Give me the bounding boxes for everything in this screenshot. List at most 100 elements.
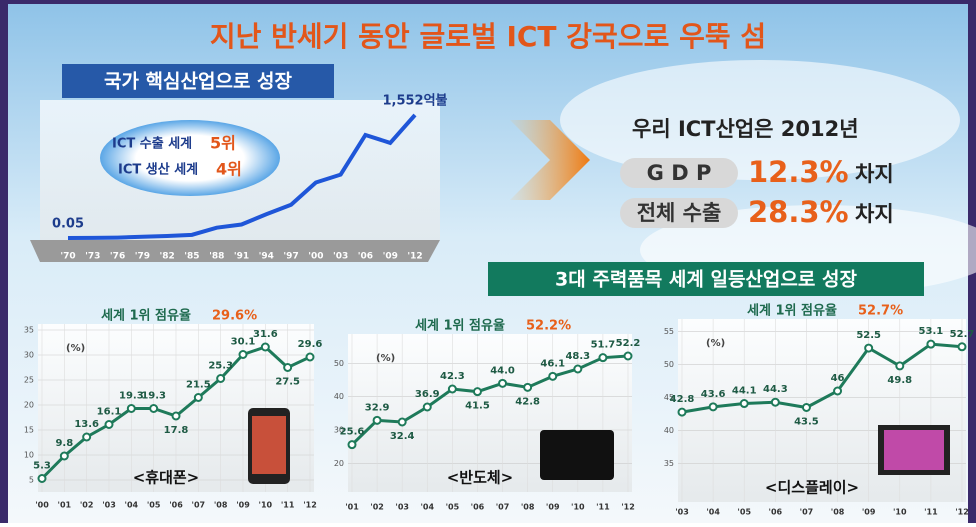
x-tick-label: '06 xyxy=(169,501,183,510)
x-tick-label: '04 xyxy=(420,503,434,512)
x-tick-label: '05 xyxy=(446,503,460,512)
data-point xyxy=(679,409,686,416)
data-point xyxy=(262,344,269,351)
chart-title: 세계 1위 점유율 xyxy=(101,308,191,324)
data-point xyxy=(741,400,748,407)
data-point xyxy=(150,405,157,412)
data-point xyxy=(83,434,90,441)
x-tick-label: '03 xyxy=(333,252,348,262)
x-tick-label: '03 xyxy=(675,508,689,517)
data-label: 16.1 xyxy=(97,407,122,418)
x-tick-label: '08 xyxy=(831,508,845,517)
data-label: 32.9 xyxy=(365,402,390,413)
data-point xyxy=(599,354,606,361)
data-point xyxy=(574,366,581,373)
x-tick-label: '06 xyxy=(769,508,783,517)
x-tick-label: '11 xyxy=(596,503,610,512)
data-point xyxy=(803,404,810,411)
data-point xyxy=(374,417,381,424)
section-title: 국가 핵심산업으로 성장 xyxy=(104,71,293,93)
data-point xyxy=(399,419,406,426)
x-tick-label: '05 xyxy=(147,501,161,510)
data-label: 53.1 xyxy=(919,326,944,337)
unit-label: (%) xyxy=(706,338,725,349)
x-tick-label: '03 xyxy=(395,503,409,512)
x-tick-label: '79 xyxy=(135,252,150,262)
summary-suffix: 차지 xyxy=(855,162,894,186)
chart-caption: <반도체> xyxy=(447,469,514,487)
data-label: 43.6 xyxy=(701,389,726,400)
x-tick-label: '06 xyxy=(358,252,373,262)
y-tick-label: 20 xyxy=(24,401,34,410)
y-tick-label: 50 xyxy=(664,360,674,369)
data-point xyxy=(173,413,180,420)
y-tick-label: 35 xyxy=(664,459,674,468)
ranking-label: ICT 생산 세계 xyxy=(118,162,198,178)
x-tick-label: '12 xyxy=(955,508,969,517)
y-tick-label: 25 xyxy=(24,376,34,385)
data-point xyxy=(106,421,113,428)
data-label: 1,552억불 xyxy=(382,94,447,109)
x-tick-label: '08 xyxy=(214,501,228,510)
x-tick-label: '05 xyxy=(737,508,751,517)
data-point xyxy=(625,353,632,360)
x-tick-label: '12 xyxy=(407,252,422,262)
summary-value: 12.3% xyxy=(748,155,849,189)
data-label: 52.7 xyxy=(950,329,975,340)
data-label: 17.8 xyxy=(164,425,189,436)
data-point xyxy=(896,362,903,369)
data-point xyxy=(307,354,314,361)
data-point xyxy=(524,384,531,391)
x-tick-label: '85 xyxy=(184,252,199,262)
x-tick-label: '06 xyxy=(471,503,485,512)
summary-heading: 우리 ICT산업은 2012년 xyxy=(632,117,859,141)
data-label: 36.9 xyxy=(415,389,440,400)
data-point xyxy=(61,453,68,460)
data-label: 31.6 xyxy=(253,329,278,340)
summary-value: 28.3% xyxy=(748,195,849,229)
data-label: 44.0 xyxy=(490,365,515,376)
data-label: 0.05 xyxy=(52,216,84,231)
summary-suffix: 차지 xyxy=(855,202,894,226)
data-point xyxy=(128,405,135,412)
y-tick-label: 5 xyxy=(29,476,34,485)
data-point xyxy=(424,404,431,411)
chart-title-highlight: 52.7% xyxy=(858,304,903,319)
y-tick-label: 20 xyxy=(334,459,344,468)
data-label: 25.3 xyxy=(208,361,233,372)
x-tick-label: '10 xyxy=(259,501,273,510)
data-point xyxy=(349,441,356,448)
data-label: 25.6 xyxy=(340,427,365,438)
x-tick-label: '01 xyxy=(345,503,359,512)
chart-title: 세계 1위 점유율 xyxy=(747,303,837,319)
data-label: 29.6 xyxy=(298,339,323,350)
data-point xyxy=(499,380,506,387)
x-tick-label: '07 xyxy=(496,503,510,512)
page-title: 지난 반세기 동안 글로벌 ICT 강국으로 우뚝 섬 xyxy=(210,20,766,53)
x-tick-label: '11 xyxy=(924,508,938,517)
section-title: 3대 주력품목 세계 일등산업으로 성장 xyxy=(555,269,857,291)
data-point xyxy=(284,364,291,371)
data-label: 48.3 xyxy=(565,351,590,362)
data-label: 42.8 xyxy=(515,396,540,407)
y-tick-label: 55 xyxy=(664,327,674,336)
x-tick-label: '11 xyxy=(281,501,295,510)
x-tick-label: '00 xyxy=(35,501,49,510)
x-tick-label: '03 xyxy=(102,501,116,510)
y-tick-label: 10 xyxy=(24,451,34,460)
data-point xyxy=(927,341,934,348)
x-tick-label: '09 xyxy=(546,503,560,512)
data-point xyxy=(195,394,202,401)
monitor-screen xyxy=(884,430,944,470)
x-tick-label: '04 xyxy=(706,508,720,517)
x-tick-label: '08 xyxy=(521,503,535,512)
data-label: 9.8 xyxy=(55,438,73,449)
y-tick-label: 15 xyxy=(24,426,34,435)
x-tick-label: '00 xyxy=(308,252,323,262)
data-label: 52.5 xyxy=(856,330,881,341)
infographic: 지난 반세기 동안 글로벌 ICT 강국으로 우뚝 섬 국가 핵심산업으로 성장… xyxy=(0,0,976,523)
data-label: 49.8 xyxy=(887,375,912,386)
chart-caption: <휴대폰> xyxy=(133,469,200,487)
x-tick-label: '12 xyxy=(303,501,317,510)
data-point xyxy=(474,388,481,395)
